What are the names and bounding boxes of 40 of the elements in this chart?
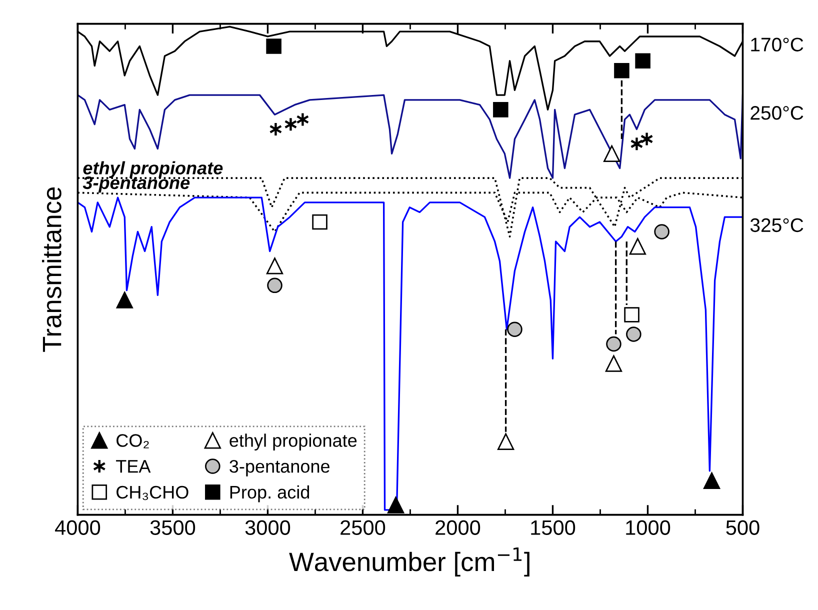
point <box>266 38 282 54</box>
point <box>387 496 404 514</box>
point <box>493 102 508 118</box>
legend-label: TEA <box>116 460 151 473</box>
series-label: 170°C <box>751 38 804 52</box>
point <box>629 238 646 255</box>
x-tick-label: 4000 <box>55 520 100 536</box>
point <box>703 472 720 490</box>
point <box>267 278 282 294</box>
point <box>654 224 670 240</box>
series-label: 250°C <box>750 106 804 120</box>
point <box>626 326 642 342</box>
point <box>507 322 522 337</box>
series-label: 3-pentanone <box>82 176 190 193</box>
series-label: ethyl propionate <box>83 161 223 178</box>
x-tick-label: 1500 <box>531 520 576 536</box>
x-tick-label: 2500 <box>340 520 386 536</box>
point <box>624 307 640 322</box>
point <box>605 355 622 372</box>
series-label: 325°C <box>750 218 804 232</box>
point <box>266 258 284 274</box>
point <box>614 63 630 78</box>
point <box>497 433 514 450</box>
x-tick-label: 3500 <box>150 520 196 536</box>
x-tick-label: 3000 <box>245 520 290 536</box>
legend-label: CH₃CHO <box>116 486 188 500</box>
y-axis-title: Transmittance <box>42 187 62 352</box>
x-axis-title: Wavenumber [cm$^{−1}$] <box>289 547 530 576</box>
legend-label: 3-pentanone <box>230 460 330 476</box>
point <box>116 292 133 308</box>
legend-label: Prop. acid <box>230 485 310 502</box>
point <box>635 53 650 69</box>
point <box>312 214 328 230</box>
x-tick-label: 500 <box>726 520 760 536</box>
x-tick-label: 1000 <box>626 520 670 536</box>
point <box>603 145 620 162</box>
legend-label: ethyl propionate <box>230 434 357 450</box>
x-tick-label: 2000 <box>436 520 480 536</box>
legend-label: CO₂ <box>116 434 149 448</box>
point <box>606 336 622 352</box>
